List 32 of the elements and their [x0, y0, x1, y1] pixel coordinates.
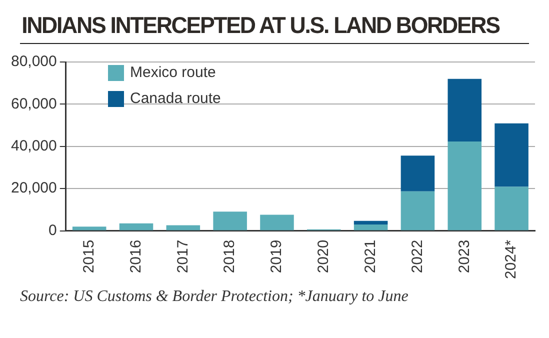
x-tick-label: 2022	[408, 240, 426, 274]
y-tick-label: 60,000	[10, 95, 57, 112]
y-tick-label: 20,000	[10, 180, 57, 197]
y-tick-label: 40,000	[10, 138, 57, 155]
x-tick-label: 2020	[315, 240, 332, 274]
x-tick-label: 2019	[268, 240, 286, 274]
bar	[448, 78, 482, 142]
bar	[260, 214, 294, 230]
y-tick-label: 0	[48, 222, 57, 239]
bar	[448, 142, 482, 230]
chart-title: INDIANS INTERCEPTED AT U.S. LAND BORDERS	[20, 11, 501, 40]
y-tick-label: 80,000	[10, 53, 57, 70]
bar	[400, 156, 435, 192]
bar	[354, 224, 388, 230]
bar	[213, 212, 247, 230]
legend-label: Mexico route	[130, 64, 216, 81]
x-tick-label: 2023	[456, 240, 473, 274]
x-tick-label: 2021	[362, 240, 379, 274]
x-tick-label: 2016	[127, 240, 144, 274]
bar	[354, 220, 388, 224]
x-tick-label: 2024*	[502, 240, 520, 280]
bar	[494, 123, 528, 187]
x-tick-label: 2015	[80, 240, 98, 274]
bar	[400, 191, 435, 230]
source-note: Source: US Customs & Border Protection; *January to June	[20, 288, 410, 306]
bar	[494, 186, 528, 230]
bar	[72, 226, 106, 230]
bar	[119, 223, 154, 230]
x-tick-label: 2017	[174, 240, 192, 274]
bar	[166, 225, 200, 230]
legend-label: Canada route	[130, 90, 221, 107]
x-tick-label: 2018	[221, 240, 238, 274]
